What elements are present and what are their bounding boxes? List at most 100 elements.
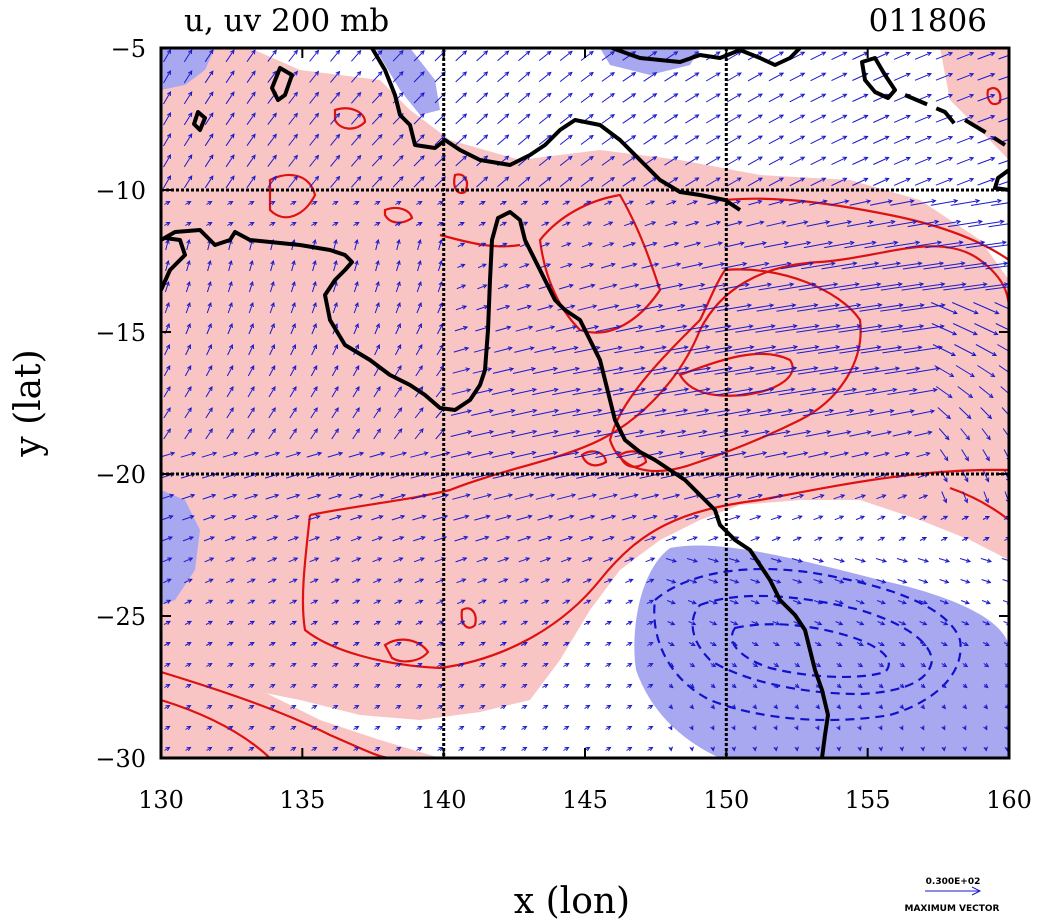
wind-vector: [351, 71, 361, 83]
wind-vector-head: [754, 621, 760, 626]
wind-vector-head: [694, 514, 700, 520]
wind-vector: [562, 599, 570, 605]
wind-vector-head: [422, 493, 428, 498]
wind-vector-head: [355, 386, 360, 392]
wind-vector: [770, 515, 782, 521]
wind-vector: [246, 71, 256, 83]
wind-vector-head: [757, 135, 763, 140]
wind-vector: [374, 323, 380, 335]
wind-vector-head: [837, 641, 843, 647]
wind-vector-head: [943, 456, 949, 462]
y-axis-label: y (lat): [8, 349, 49, 457]
wind-vector: [887, 389, 917, 395]
wind-vector: [635, 430, 665, 438]
wind-vector-head: [926, 135, 933, 141]
wind-vector: [796, 346, 840, 354]
wind-vector: [603, 221, 613, 227]
wind-vector: [225, 112, 235, 126]
wind-vector-head: [616, 324, 622, 330]
wind-vector: [705, 135, 721, 145]
wind-vector: [478, 242, 486, 248]
wind-vector: [977, 94, 995, 102]
wind-vector: [328, 494, 342, 500]
wind-vector: [716, 304, 752, 312]
wind-vector-head: [611, 514, 617, 520]
wind-vector-head: [312, 746, 318, 752]
wind-vector-head: [683, 408, 689, 413]
wind-vector: [644, 221, 656, 227]
wind-vector-head: [270, 259, 275, 266]
wind-vector: [726, 177, 742, 187]
wind-vector: [938, 558, 950, 562]
wind-vector-head: [1011, 373, 1015, 377]
wind-vector-head: [230, 112, 235, 118]
wind-vector: [821, 262, 857, 270]
wind-vector-head: [610, 262, 616, 268]
wind-vector: [699, 283, 727, 291]
wind-vector-head: [749, 366, 755, 371]
wind-vector: [330, 557, 340, 563]
wind-vector-head: [630, 536, 636, 541]
wind-vector-head: [744, 429, 750, 435]
wind-vector-head: [806, 429, 812, 435]
wind-vector: [683, 494, 701, 500]
wind-vector-head: [836, 746, 841, 752]
wind-vector: [956, 178, 974, 186]
wind-vector-head: [334, 407, 339, 413]
wind-vector: [352, 365, 360, 377]
wind-vector-head: [585, 662, 591, 668]
wind-vector: [810, 156, 826, 166]
wind-vector: [267, 113, 277, 125]
wind-vector: [601, 135, 615, 145]
wind-vector-head: [881, 558, 888, 563]
wind-vector-head: [898, 303, 904, 308]
wind-vector-head: [438, 259, 443, 265]
wind-vector-head: [169, 493, 175, 499]
wind-vector-head: [186, 200, 192, 206]
wind-vector-head: [229, 578, 235, 583]
wind-vector-head: [661, 408, 667, 413]
wind-vector: [491, 389, 515, 395]
wind-vector: [395, 281, 401, 293]
wind-vector: [835, 536, 843, 542]
wind-vector-head: [375, 704, 381, 710]
wind-vector-head: [338, 451, 344, 456]
wind-vector: [599, 284, 617, 290]
wind-vector: [592, 409, 624, 417]
wind-vector-head: [438, 641, 444, 646]
wind-vector: [634, 346, 666, 354]
wind-vector: [884, 367, 920, 375]
wind-vector: [309, 176, 319, 188]
wind-vector: [559, 156, 573, 166]
wind-vector: [813, 579, 823, 583]
wind-vector-head: [1025, 262, 1029, 266]
wind-vector-head: [675, 493, 681, 498]
wind-vector: [353, 323, 359, 335]
wind-vector-head: [532, 408, 538, 414]
wind-vector-head: [800, 114, 806, 119]
wind-vector-head: [376, 578, 382, 583]
wind-vector: [914, 73, 932, 81]
wind-vector-head: [396, 301, 401, 308]
wind-vector-head: [895, 261, 901, 266]
wind-vector-head: [207, 683, 213, 689]
wind-vector-head: [291, 746, 297, 752]
wind-vector-head: [462, 176, 468, 181]
wind-vector-head: [773, 725, 778, 731]
wind-vector: [749, 515, 761, 521]
wind-vector: [268, 386, 276, 398]
wind-vector-head: [715, 114, 721, 119]
wind-vector-head: [796, 536, 802, 541]
wind-vector-head: [168, 515, 174, 520]
wind-vector-head: [251, 112, 256, 118]
wind-vector-head: [689, 683, 695, 689]
wind-vector-head: [839, 558, 846, 563]
wind-vector: [456, 578, 466, 584]
wind-vector-head: [857, 746, 862, 752]
wind-vector: [455, 50, 467, 62]
wind-vector: [643, 177, 657, 187]
wind-vector: [371, 176, 383, 188]
wind-vector: [394, 599, 402, 605]
wind-vector-head: [793, 345, 799, 350]
